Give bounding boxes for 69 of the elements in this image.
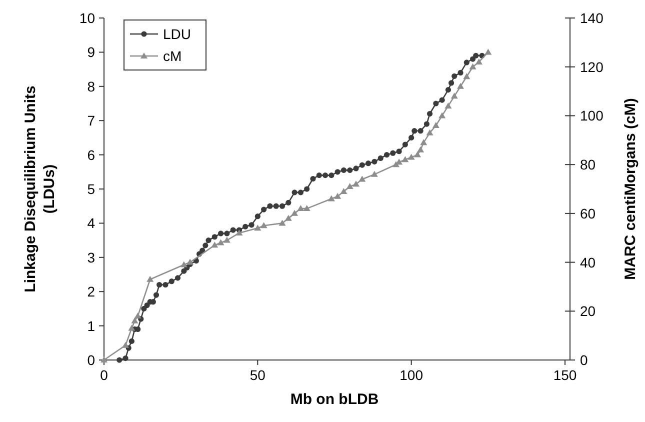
point [408,154,415,160]
point [417,146,424,152]
point [402,156,409,162]
point [134,312,142,319]
point [122,342,130,348]
y2-tick-label: 40 [580,254,596,270]
y-tick-label: 3 [87,249,96,266]
point [475,58,482,64]
y-tick-label: 5 [87,181,96,197]
point [370,170,378,177]
point [328,195,335,202]
point [484,48,492,55]
y-tick-label: 9 [87,44,96,60]
y-axis-title: Linkage Disequilibrium Units (LDUs) [22,86,58,292]
y-tick-label: 8 [87,78,96,94]
point [236,229,243,236]
point [131,317,138,324]
point [426,129,434,136]
y2-tick-label: 80 [580,156,596,173]
point [334,192,342,199]
legend-label: cM [163,48,182,64]
y2-tick-label: 100 [580,108,604,124]
point [146,276,154,282]
y2-tick-label: 120 [580,58,604,75]
point [396,158,403,165]
point [217,239,224,246]
legend-label: LDU [163,26,192,42]
point [260,222,268,228]
point [414,151,421,158]
point [358,176,366,182]
point [346,183,354,190]
point [457,82,464,89]
y-tick-label: 4 [87,215,96,232]
x-tick-label: 50 [250,367,266,383]
point [340,188,348,194]
point [444,102,452,108]
point [291,210,298,216]
y2-tick-label: 60 [580,205,596,222]
point [438,112,446,118]
y2-axis-title: MARC centiMorgans (cM) [622,98,639,280]
y2-tick-label: 0 [580,352,588,368]
point [303,205,310,212]
y-tick-label: 7 [87,112,96,129]
point [469,63,476,70]
x-tick-label: 0 [100,367,108,383]
point [352,180,360,187]
point [223,236,230,243]
point [432,122,440,128]
x-axis-title: Mb on bLDB [290,391,379,408]
point [180,261,188,268]
y-tick-label: 2 [87,284,96,300]
y2-tick-label: 140 [580,10,604,26]
point [463,73,470,80]
y-tick-label: 6 [87,146,96,163]
x-tick-label: 150 [553,367,577,383]
point [186,258,194,265]
y-tick-label: 10 [79,10,96,26]
point [128,324,136,331]
x-tick-label: 100 [400,367,424,383]
point [211,242,218,248]
y-tick-label: 0 [87,352,96,368]
y-tick-label: 1 [87,318,96,334]
y2-tick-label: 20 [580,303,596,320]
point [278,220,286,226]
point [450,92,458,99]
point [284,214,292,221]
point [297,205,304,212]
point [254,224,262,231]
point [420,139,428,146]
